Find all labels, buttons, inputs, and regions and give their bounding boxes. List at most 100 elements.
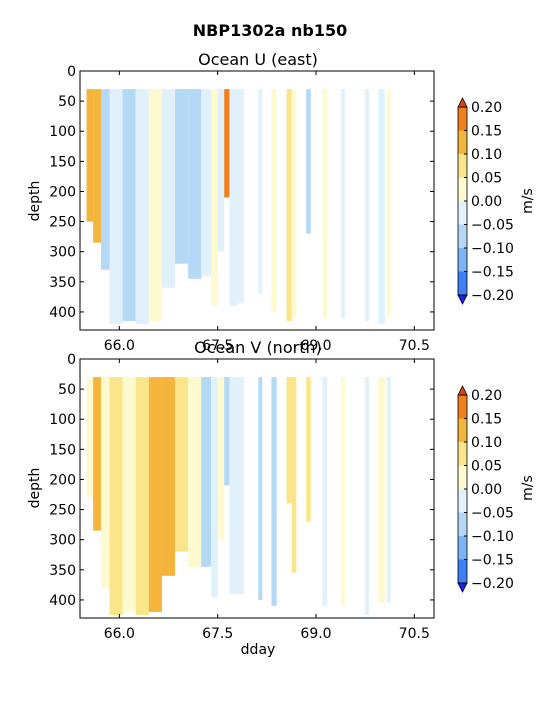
colorbar-tick-label: −0.15	[471, 553, 514, 569]
data-segment	[322, 89, 328, 318]
y-tick-label: 350	[49, 563, 76, 579]
colorbar-segment	[458, 271, 467, 296]
y-tick-label: 100	[49, 124, 76, 140]
colorbar-segment	[458, 201, 467, 225]
data-segment	[217, 377, 225, 540]
data-segment	[291, 89, 297, 318]
colorbar-ocean-v: 0.20 0.15 0.10 0.05 0.00 −0.05 −0.10 −0.15 −0.20	[457, 385, 514, 593]
y-tick-label: 350	[49, 275, 76, 291]
y-axis-ocean-u: 0 50 100 150 200 250 300 350 400	[49, 64, 434, 321]
data-segment	[211, 377, 218, 597]
panel-title-ocean-v: Ocean V (north)	[194, 338, 322, 357]
data-segment	[365, 377, 370, 615]
data-segment	[224, 377, 230, 486]
colorbar-tick-label: −0.05	[471, 218, 514, 234]
data-segment	[201, 89, 212, 276]
panel-ocean-u: Ocean U (east) 66.0 67.5 69.0 70.5 0 50 100 15…	[27, 50, 536, 354]
colorbar-tick-label: 0.10	[471, 435, 502, 451]
plot-area-ocean-u	[79, 70, 435, 331]
y-tick-label: 200	[49, 184, 76, 200]
colorbar-label-ocean-v: m/s	[520, 475, 536, 501]
colorbar-tick-label: −0.15	[471, 265, 514, 281]
y-tick-label: 150	[49, 154, 76, 170]
y-tick-label: 50	[58, 382, 76, 398]
data-segment	[340, 377, 345, 606]
colorbar-tick-label: −0.20	[471, 576, 514, 592]
colorbar-extend-max	[457, 385, 468, 396]
data-segment	[122, 377, 136, 612]
colorbar-segment	[458, 465, 467, 490]
data-segment	[378, 89, 385, 324]
data-segment	[86, 377, 94, 498]
colorbar-tick-label: −0.05	[471, 506, 514, 522]
y-tick-label: 250	[49, 503, 76, 519]
x-tick-label: 69.0	[300, 338, 331, 354]
data-segment	[161, 377, 176, 576]
data-segment	[306, 89, 311, 234]
colorbar-segment	[458, 224, 467, 249]
y-axis-ocean-v: 0 50 100 150 200 250 300 350 400	[49, 352, 434, 609]
data-segment	[148, 377, 162, 612]
data-segment	[286, 377, 292, 504]
colorbar-tick-label: −0.10	[471, 241, 514, 257]
x-tick-label: 67.5	[202, 338, 233, 354]
colorbar-segment	[458, 154, 467, 178]
colorbar-tick-label: 0.05	[471, 459, 502, 475]
data-segment	[148, 89, 162, 321]
colorbar-segment	[458, 559, 467, 584]
y-tick-label: 300	[49, 245, 76, 261]
colorbar-tick-label: 0.00	[471, 194, 502, 210]
colorbar-tick-label: 0.00	[471, 482, 502, 498]
colorbar-segment	[458, 107, 467, 131]
x-tick-label: 70.5	[399, 626, 430, 642]
x-tick-label: 67.5	[202, 626, 233, 642]
data-segment	[217, 89, 225, 252]
data-segment	[188, 377, 202, 567]
colorbar-segment	[458, 395, 467, 419]
data-segment	[322, 377, 328, 606]
plot-area-ocean-v	[79, 358, 435, 619]
data-segment	[291, 377, 297, 573]
x-tick-label: 66.0	[104, 338, 135, 354]
data-segment	[237, 377, 244, 594]
colorbar-tick-label: −0.10	[471, 529, 514, 545]
colorbar-segment	[458, 536, 467, 560]
data-segment	[224, 89, 230, 198]
data-segment	[340, 89, 345, 318]
data-segment	[386, 89, 391, 315]
data-segment	[229, 89, 238, 306]
y-axis-label-ocean-v: depth	[27, 468, 43, 509]
colorbar-label-ocean-u: m/s	[520, 188, 536, 214]
colorbar-tick-label: 0.05	[471, 171, 502, 187]
colorbar-segment	[458, 442, 467, 466]
colorbar-ocean-u: 0.20 0.15 0.10 0.05 0.00 −0.05 −0.10 −0.15 −0.20	[457, 97, 514, 305]
figure-title: NBP1302a nb150	[193, 21, 347, 40]
data-segment	[175, 377, 189, 552]
colorbar-tick-label: −0.20	[471, 288, 514, 304]
data-segment	[271, 377, 277, 606]
colorbar-segment	[458, 130, 467, 155]
data-segment	[237, 89, 244, 303]
colorbar-tick-label: 0.10	[471, 147, 502, 163]
x-axis-ocean-u: 66.0 67.5 69.0 70.5	[104, 71, 430, 354]
data-segment	[271, 89, 277, 312]
data-segment	[86, 89, 94, 222]
data-segment	[211, 89, 218, 306]
panel-ocean-v: Ocean V (north) 66.0 67.5 69.0 70.5 0 50 100 1…	[27, 338, 536, 658]
colorbar-segment	[458, 418, 467, 443]
colorbar-tick-label: 0.15	[471, 124, 502, 140]
data-segment	[93, 377, 101, 531]
data-segment	[109, 377, 123, 615]
colorbar-segment	[458, 489, 467, 513]
y-tick-label: 400	[49, 593, 76, 609]
data-segment	[100, 377, 110, 588]
data-segment	[122, 89, 136, 321]
data-segment	[258, 89, 263, 294]
x-tick-label: 70.5	[399, 338, 430, 354]
y-tick-label: 50	[58, 94, 76, 110]
data-segment	[229, 377, 238, 594]
x-axis-label-ocean-v: dday	[241, 642, 276, 658]
data-segment	[109, 89, 123, 324]
y-tick-label: 150	[49, 442, 76, 458]
